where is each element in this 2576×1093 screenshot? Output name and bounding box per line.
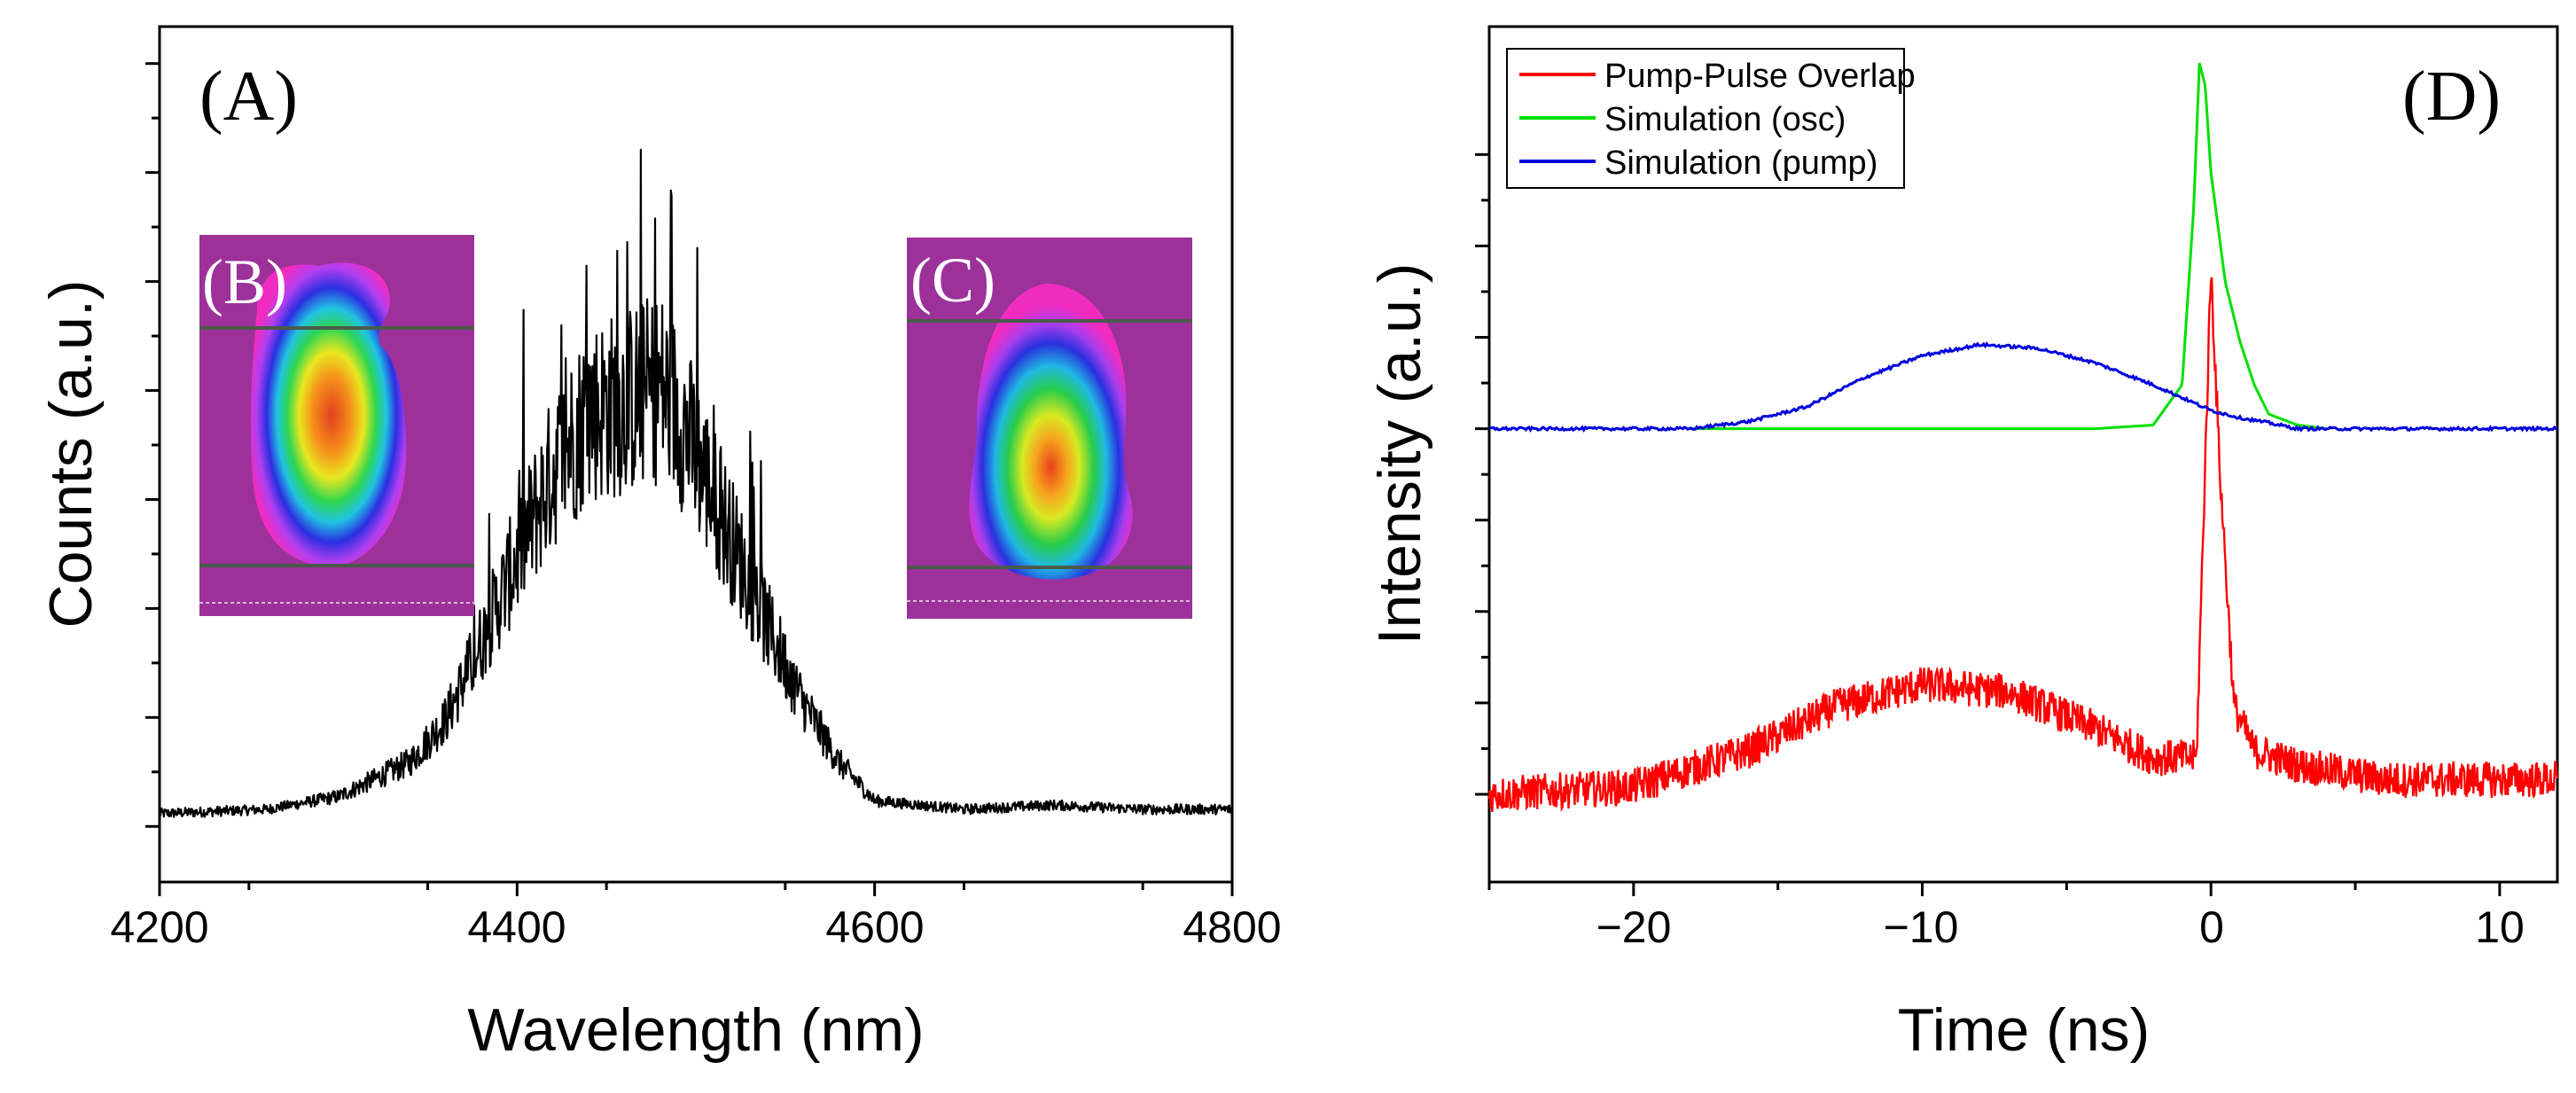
panel-d-y-ticks	[1475, 152, 1489, 796]
panel-a-x-tick-4800: 4800	[1183, 902, 1281, 952]
legend-label-simulation-osc: Simulation (osc)	[1604, 101, 1846, 138]
panel-d-y-axis-label: Intensity (a.u.)	[1366, 263, 1433, 645]
panel-a-x-tick-4400: 4400	[467, 902, 566, 952]
panel-d-x-tick-0: 0	[2199, 902, 2224, 952]
panel-d-frame	[1487, 25, 2559, 884]
panel-d-x-axis-label: Time (ns)	[1898, 996, 2151, 1064]
panel-a-frame	[158, 25, 1234, 884]
panel-d-x-ticks	[1487, 882, 2502, 896]
series-pump-pulse-overlap-line	[1487, 277, 2559, 813]
series-simulation-pump-line	[1488, 341, 2557, 433]
inset-c-beam-spot	[969, 284, 1133, 580]
panel-a-x-tick-4600: 4600	[825, 902, 924, 952]
panel-a-y-axis-label: Counts (a.u.)	[37, 279, 105, 628]
inset-c: (C)	[907, 238, 1192, 619]
panel-a: (A) 4200 4400 4600 4800 Wavelength (nm) …	[37, 25, 1282, 1064]
panel-a-x-axis-label: Wavelength (nm)	[467, 996, 924, 1064]
panel-d-x-tick-minus-20: −20	[1596, 902, 1672, 952]
inset-b-beam-spot	[250, 262, 407, 567]
panel-d-label: (D)	[2402, 58, 2501, 136]
panel-a-x-ticks	[158, 882, 1234, 896]
legend-label-pump-pulse-overlap: Pump-Pulse Overlap	[1604, 58, 1916, 95]
spectrum-line	[158, 148, 1233, 818]
inset-b-label: (B)	[202, 246, 287, 317]
series-simulation-osc-line	[1691, 62, 2327, 431]
panel-d-x-tick-minus-10: −10	[1884, 902, 1959, 952]
panel-a-label: (A)	[199, 58, 298, 136]
panel-d-x-tick-10: 10	[2475, 902, 2525, 952]
panel-a-y-ticks	[145, 62, 160, 828]
panel-a-x-tick-4200: 4200	[110, 902, 208, 952]
inset-c-label: (C)	[910, 245, 995, 316]
legend: Pump-Pulse Overlap Simulation (osc) Simu…	[1506, 48, 1916, 189]
legend-label-simulation-pump: Simulation (pump)	[1604, 144, 1877, 182]
panel-d: (D) −20 −10 0 10 Time (ns) Intensity (a.…	[1366, 25, 2559, 1064]
inset-b: (B)	[199, 235, 474, 616]
